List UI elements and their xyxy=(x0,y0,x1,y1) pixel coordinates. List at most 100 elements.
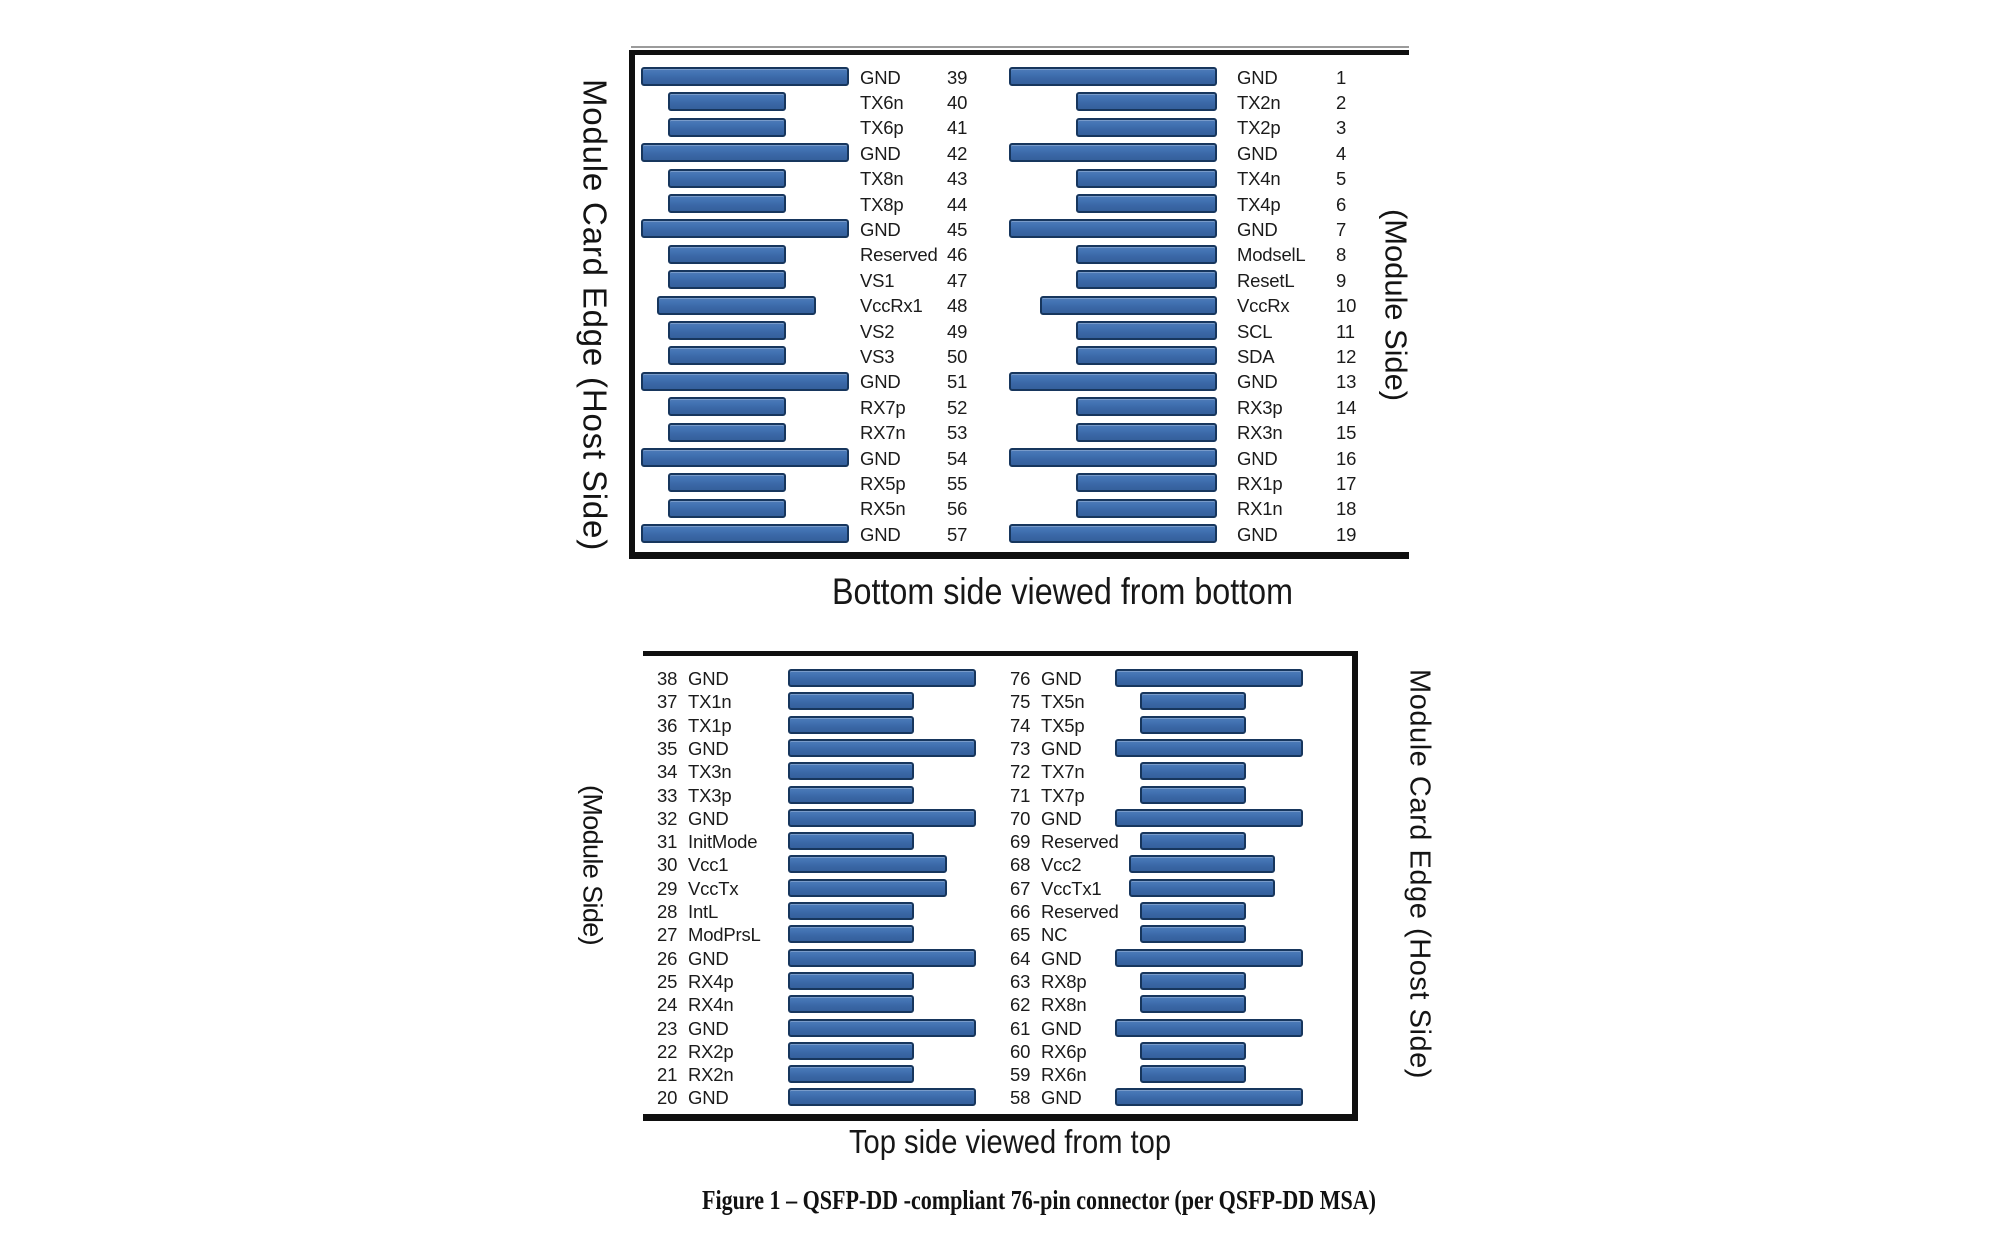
pin-number: 17 xyxy=(1336,472,1357,494)
pin-bar xyxy=(1115,948,1303,967)
pin-bar xyxy=(1009,143,1217,163)
bottom-side-left-edge-label: Module Card Edge (Host Side) xyxy=(576,79,614,551)
pin-label: GND xyxy=(1041,807,1082,829)
pin-bar xyxy=(1076,194,1217,213)
pin-number: 2 xyxy=(1336,91,1347,113)
pin-label: VccRx1 xyxy=(860,294,923,316)
pin-label: GND xyxy=(688,737,729,759)
pin-bar xyxy=(788,669,976,687)
pin-bar xyxy=(1076,117,1217,137)
pin-label: RX4n xyxy=(688,993,734,1015)
pin-bar xyxy=(788,948,976,967)
pin-bar xyxy=(1115,669,1303,687)
pin-number: 18 xyxy=(1336,498,1357,520)
pin-bar xyxy=(1140,692,1246,711)
pin-bar xyxy=(1129,855,1275,874)
pin-bar xyxy=(641,67,849,86)
pin-number: 52 xyxy=(947,396,968,418)
pin-bar xyxy=(641,371,849,391)
pin-number: 24 xyxy=(657,993,678,1015)
pin-label: GND xyxy=(1041,1017,1082,1039)
pin-bar xyxy=(1076,346,1217,366)
pin-number: 36 xyxy=(657,714,678,736)
pin-bar xyxy=(1140,785,1246,804)
pin-number: 46 xyxy=(947,244,968,266)
pin-label: Vcc2 xyxy=(1041,854,1082,876)
pin-label: RX3p xyxy=(1237,396,1283,418)
pin-label: NC xyxy=(1041,924,1068,946)
pin-bar xyxy=(788,878,947,897)
figure-caption: Figure 1 – QSFP-DD -compliant 76-pin con… xyxy=(702,1185,1377,1215)
pin-label: TX3n xyxy=(688,760,732,782)
pin-number: 76 xyxy=(1010,667,1031,689)
pin-label: TX7p xyxy=(1041,784,1085,806)
pin-label: VS1 xyxy=(860,269,895,291)
pin-number: 43 xyxy=(947,167,968,189)
pin-bar xyxy=(657,295,816,315)
pin-number: 73 xyxy=(1010,737,1031,759)
pin-number: 16 xyxy=(1336,447,1357,469)
pin-bar xyxy=(788,971,914,990)
pin-bar xyxy=(668,422,786,442)
pin-number: 21 xyxy=(657,1063,678,1085)
pin-bar xyxy=(788,762,914,781)
pin-number: 62 xyxy=(1010,993,1031,1015)
pin-label: ModPrsL xyxy=(688,924,761,946)
pin-label: TX3p xyxy=(688,784,732,806)
pin-number: 63 xyxy=(1010,970,1031,992)
pin-label: GND xyxy=(1237,142,1278,164)
pin-number: 55 xyxy=(947,472,968,494)
pin-label: TX5p xyxy=(1041,714,1085,736)
pin-number: 45 xyxy=(947,218,968,240)
pin-bar xyxy=(1115,738,1303,757)
pin-bar xyxy=(788,1065,914,1084)
pin-number: 39 xyxy=(947,66,968,88)
pin-label: GND xyxy=(860,371,901,393)
pin-label: RX8n xyxy=(1041,993,1087,1015)
pin-label: GND xyxy=(688,947,729,969)
pin-label: RX7p xyxy=(860,396,906,418)
pin-label: ResetL xyxy=(1237,269,1295,291)
pin-label: GND xyxy=(860,218,901,240)
pin-number: 72 xyxy=(1010,760,1031,782)
pin-label: TX6p xyxy=(860,117,904,139)
pin-label: TX4n xyxy=(1237,167,1281,189)
pin-number: 13 xyxy=(1336,371,1357,393)
pin-label: VS3 xyxy=(860,345,895,367)
pin-number: 42 xyxy=(947,142,968,164)
pin-label: GND xyxy=(860,142,901,164)
pin-number: 1 xyxy=(1336,66,1347,88)
pin-label: GND xyxy=(688,667,729,689)
pin-number: 50 xyxy=(947,345,968,367)
pin-number: 51 xyxy=(947,371,968,393)
pin-label: TX1p xyxy=(688,714,732,736)
pin-bar xyxy=(668,321,786,340)
pin-bar xyxy=(1076,321,1217,340)
pin-bar xyxy=(1009,448,1217,467)
pin-bar xyxy=(668,346,786,366)
pin-bar xyxy=(788,925,914,944)
pin-number: 66 xyxy=(1010,900,1031,922)
pin-bar xyxy=(668,473,786,493)
pin-bar xyxy=(641,143,849,163)
pin-number: 25 xyxy=(657,970,678,992)
pin-bar xyxy=(788,785,914,804)
pin-label: RX6n xyxy=(1041,1063,1087,1085)
pin-number: 37 xyxy=(657,691,678,713)
pin-number: 31 xyxy=(657,830,678,852)
pin-bar xyxy=(641,448,849,467)
pin-label: VS2 xyxy=(860,320,895,342)
pin-number: 68 xyxy=(1010,854,1031,876)
top-side-right-edge-label: Module Card Edge (Host Side) xyxy=(1403,668,1436,1080)
pin-label: GND xyxy=(860,523,901,545)
pin-number: 70 xyxy=(1010,807,1031,829)
pin-label: GND xyxy=(1041,737,1082,759)
pin-bar xyxy=(1140,832,1246,851)
pin-bar xyxy=(1076,244,1217,264)
pin-bar xyxy=(788,1018,976,1037)
pin-label: RX6p xyxy=(1041,1040,1087,1062)
pin-label: RX3n xyxy=(1237,421,1283,443)
pin-label: VccTx xyxy=(688,877,739,899)
pin-number: 28 xyxy=(657,900,678,922)
pin-number: 9 xyxy=(1336,269,1347,291)
